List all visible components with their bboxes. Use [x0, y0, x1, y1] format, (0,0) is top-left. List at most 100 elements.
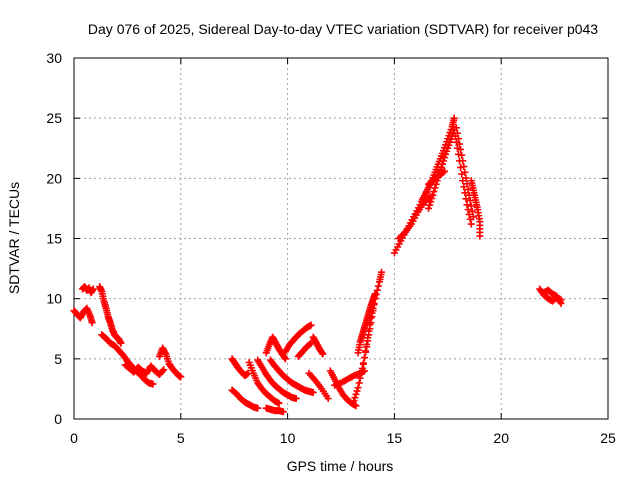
series-arc-1 [70, 304, 96, 327]
series-arc-5 [121, 361, 168, 378]
series-arc-30 [467, 177, 484, 240]
series-arc-11 [267, 356, 317, 397]
data-point [437, 164, 445, 172]
data-point [353, 387, 361, 395]
data-point [117, 339, 125, 347]
data-point [374, 282, 382, 290]
y-tick-label: 25 [46, 110, 62, 126]
data-point [430, 188, 438, 196]
data-point [462, 195, 470, 203]
x-tick-label: 5 [177, 430, 185, 446]
data-point [355, 379, 363, 387]
data-point [467, 220, 475, 228]
grid [74, 58, 608, 419]
data-point [461, 189, 469, 197]
data-point [356, 374, 364, 382]
data-point [254, 404, 262, 412]
data-point [466, 215, 474, 223]
data-point [89, 285, 97, 293]
data-point [464, 206, 472, 214]
data-point [279, 408, 287, 416]
data-point [364, 334, 372, 342]
data-point [465, 210, 473, 218]
series-arc-16 [309, 333, 327, 358]
data-point [426, 201, 434, 209]
data-point [463, 201, 471, 209]
y-tick-label: 10 [46, 291, 62, 307]
data-point [160, 366, 168, 374]
series-arc-32 [540, 286, 565, 307]
data-point [281, 354, 289, 362]
series-arc-12 [262, 404, 287, 416]
data-point [358, 367, 366, 375]
data-point [354, 384, 362, 392]
data-point [309, 389, 317, 397]
data-point [161, 349, 169, 357]
series-arc-14 [281, 321, 315, 356]
data-point [429, 191, 437, 199]
series-arc-2 [79, 283, 97, 297]
data-point [459, 177, 467, 185]
data-point [441, 154, 449, 162]
data-point [360, 354, 368, 362]
x-axis-label: GPS time / hours [287, 458, 394, 474]
data-point [378, 268, 386, 276]
data-point [318, 349, 326, 357]
data-point [440, 157, 448, 165]
series-arc-17 [305, 369, 332, 403]
data-point [362, 347, 370, 355]
data-point [428, 194, 436, 202]
series-arc-3 [96, 283, 125, 347]
x-tick-label: 15 [387, 430, 403, 446]
data-point [458, 170, 466, 178]
data-point [450, 114, 458, 122]
data-point [453, 144, 461, 152]
data-point [351, 394, 359, 402]
data-point [457, 164, 465, 172]
data-point [275, 399, 283, 407]
data-point [177, 373, 185, 381]
data-point [425, 204, 433, 212]
data-point [450, 126, 458, 134]
data-point [359, 360, 367, 368]
data-point [373, 286, 381, 294]
data-point [292, 395, 300, 403]
series-arc-8 [228, 386, 262, 412]
data-point [427, 198, 435, 206]
series-arc-29 [450, 126, 475, 228]
data-point [557, 299, 565, 307]
y-tick-label: 5 [54, 351, 62, 367]
data-point [352, 402, 360, 410]
data-point [452, 138, 460, 146]
data-point [441, 167, 449, 175]
data-point [324, 395, 332, 403]
tick-labels: 0 5 10 15 20 25 0 5 10 15 20 25 30 [46, 50, 616, 446]
data-point [438, 160, 446, 168]
data-point [306, 340, 314, 348]
data-point [454, 150, 462, 158]
y-axis-label: SDTVAR / TECUs [6, 182, 22, 294]
data-points [70, 114, 565, 416]
data-point [467, 202, 475, 210]
series-arc-9 [245, 358, 283, 407]
y-tick-label: 20 [46, 170, 62, 186]
data-point [88, 319, 96, 327]
data-point [350, 397, 358, 405]
data-point [371, 290, 379, 298]
data-point [476, 232, 484, 240]
y-tick-label: 0 [54, 411, 62, 427]
data-point [363, 340, 371, 348]
series-arc-27 [425, 167, 449, 188]
x-tick-label: 20 [493, 430, 509, 446]
data-point [460, 163, 468, 171]
data-point [456, 157, 464, 165]
data-point [460, 183, 468, 191]
x-tick-label: 25 [600, 430, 616, 446]
series-arc-10 [254, 356, 300, 403]
chart-title: Day 076 of 2025, Sidereal Day-to-day VTE… [88, 21, 598, 37]
data-point [458, 151, 466, 159]
data-point [457, 145, 465, 153]
data-point [432, 180, 440, 188]
